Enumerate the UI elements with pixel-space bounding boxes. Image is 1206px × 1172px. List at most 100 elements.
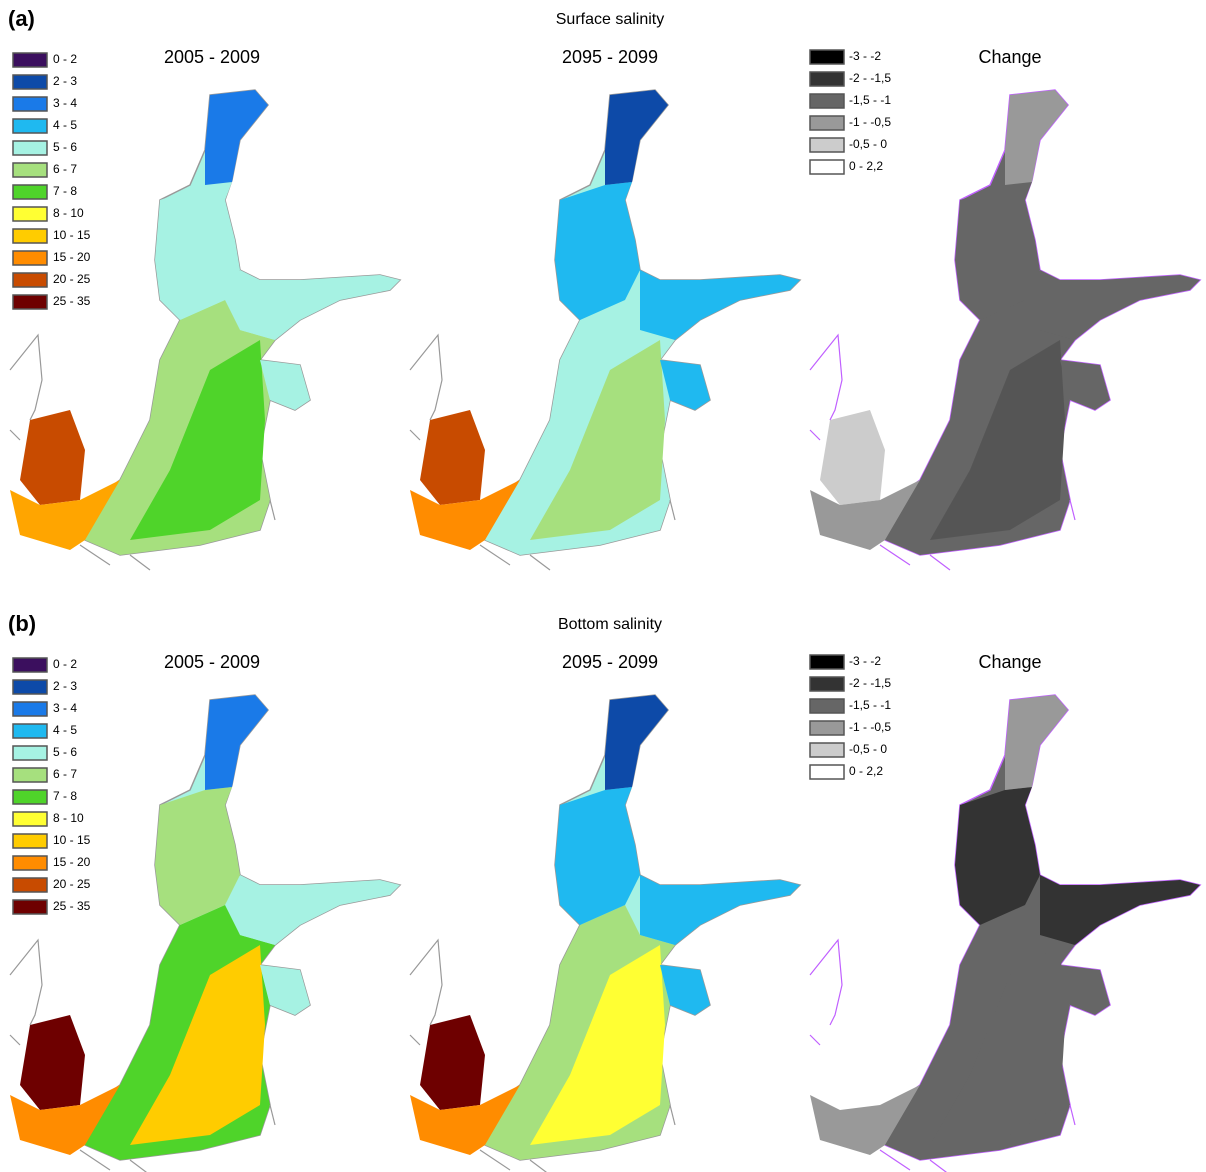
map-zone [605, 90, 668, 185]
legend-label: 6 - 7 [53, 767, 77, 781]
legend-label: 6 - 7 [53, 162, 77, 176]
legend-label: 15 - 20 [53, 855, 91, 869]
map-zone [20, 1015, 85, 1110]
legend-swatch [810, 677, 844, 691]
panel-title: Bottom salinity [558, 616, 662, 633]
map-zone [1005, 90, 1068, 185]
legend-label: 15 - 20 [53, 250, 91, 264]
legend-swatch [13, 724, 47, 738]
legend-swatch [13, 680, 47, 694]
legend-label: -2 - -1,5 [849, 71, 891, 85]
legend-label: 7 - 8 [53, 789, 77, 803]
legend-label: 2 - 3 [53, 679, 77, 693]
legend-swatch [810, 138, 844, 152]
map-zone [205, 695, 268, 790]
legend-swatch [810, 50, 844, 64]
map-title: Change [978, 47, 1041, 67]
map-zone [420, 410, 485, 505]
legend-swatch [13, 207, 47, 221]
legend-label: 0 - 2,2 [849, 159, 883, 173]
legend-swatch [810, 160, 844, 174]
legend-label: -2 - -1,5 [849, 676, 891, 690]
legend-swatch [13, 97, 47, 111]
map-zone [1040, 875, 1200, 945]
legend-swatch [810, 72, 844, 86]
legend-label: 5 - 6 [53, 140, 77, 154]
legend-swatch [13, 834, 47, 848]
legend-swatch [13, 295, 47, 309]
legend-swatch [13, 900, 47, 914]
legend-label: 4 - 5 [53, 118, 77, 132]
legend-swatch [13, 812, 47, 826]
legend-swatch [13, 790, 47, 804]
map [410, 695, 800, 1172]
legend-swatch [810, 743, 844, 757]
panel-title: Surface salinity [556, 11, 665, 28]
legend-swatch [810, 94, 844, 108]
legend-label: 8 - 10 [53, 811, 84, 825]
legend-label: -0,5 - 0 [849, 742, 887, 756]
map-title: Change [978, 652, 1041, 672]
legend-label: 5 - 6 [53, 745, 77, 759]
legend-swatch [13, 141, 47, 155]
map-title: 2005 - 2009 [164, 47, 260, 67]
legend-label: 20 - 25 [53, 272, 91, 286]
legend-label: 10 - 15 [53, 228, 91, 242]
legend-swatch [13, 658, 47, 672]
legend-label: 10 - 15 [53, 833, 91, 847]
legend-swatch [13, 185, 47, 199]
legend-swatch [810, 721, 844, 735]
map-zone [420, 1015, 485, 1110]
legend-swatch [13, 702, 47, 716]
legend-label: 25 - 35 [53, 294, 91, 308]
legend-swatch [13, 251, 47, 265]
legend-label: 0 - 2 [53, 52, 77, 66]
legend-label: -0,5 - 0 [849, 137, 887, 151]
map-zone [240, 270, 400, 340]
legend-label: 25 - 35 [53, 899, 91, 913]
map-zone [20, 410, 85, 505]
legend-swatch [13, 163, 47, 177]
map-zone [240, 875, 400, 945]
legend-swatch [13, 768, 47, 782]
map-zone [205, 90, 268, 185]
map-title: 2005 - 2009 [164, 652, 260, 672]
map-title: 2095 - 2099 [562, 652, 658, 672]
legend-label: 4 - 5 [53, 723, 77, 737]
legend-swatch [810, 116, 844, 130]
map-zone [640, 875, 800, 945]
legend-swatch [810, 699, 844, 713]
figure: (a)Surface salinity2005 - 20092095 - 209… [0, 0, 1206, 1172]
legend-swatch [810, 655, 844, 669]
legend-swatch [13, 856, 47, 870]
map-title: 2095 - 2099 [562, 47, 658, 67]
legend-label: 0 - 2 [53, 657, 77, 671]
map [410, 90, 800, 570]
panel-label: (b) [8, 611, 36, 636]
map-zone [820, 410, 885, 505]
map-zone [1040, 270, 1200, 340]
legend-label: 0 - 2,2 [849, 764, 883, 778]
legend-label: 7 - 8 [53, 184, 77, 198]
map-zone [640, 270, 800, 340]
legend-label: -3 - -2 [849, 49, 881, 63]
map-zone [820, 1015, 885, 1110]
legend-label: -1 - -0,5 [849, 115, 891, 129]
legend-swatch [13, 53, 47, 67]
legend-swatch [13, 119, 47, 133]
legend-label: 3 - 4 [53, 701, 77, 715]
legend-swatch [810, 765, 844, 779]
legend-label: -1,5 - -1 [849, 698, 891, 712]
legend-swatch [13, 75, 47, 89]
legend-label: -1,5 - -1 [849, 93, 891, 107]
legend-swatch [13, 746, 47, 760]
legend-swatch [13, 273, 47, 287]
legend-label: -3 - -2 [849, 654, 881, 668]
map-zone [1005, 695, 1068, 790]
legend-label: -1 - -0,5 [849, 720, 891, 734]
legend-label: 3 - 4 [53, 96, 77, 110]
map-zone [605, 695, 668, 790]
legend-swatch [13, 229, 47, 243]
legend-label: 8 - 10 [53, 206, 84, 220]
legend-label: 2 - 3 [53, 74, 77, 88]
